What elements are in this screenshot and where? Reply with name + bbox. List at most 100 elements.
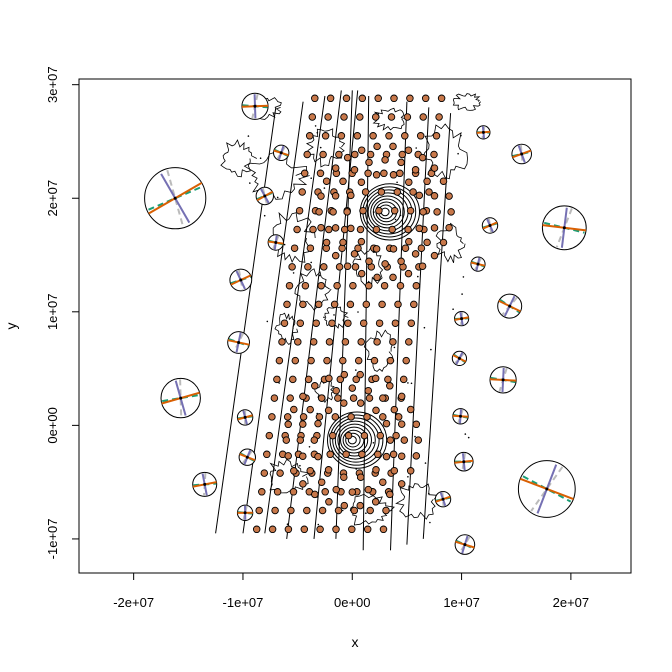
map-outline [269,458,311,494]
data-point [299,300,307,309]
data-point [357,338,365,346]
data-point [419,208,427,216]
data-point [328,431,337,440]
data-point [330,300,339,309]
data-point [397,257,405,266]
data-point [358,450,366,459]
data-point [409,188,417,196]
data-point [390,405,399,414]
data-point [404,146,413,154]
graticule-line [335,90,353,539]
data-point [363,413,371,421]
data-point [356,501,364,510]
distortion-ellipses [144,92,587,555]
data-point [350,506,359,515]
data-point [331,251,340,260]
map-speck [286,523,289,525]
data-point [340,473,348,481]
data-point [412,281,421,290]
indicatrix [229,268,253,292]
data-point [310,436,319,444]
map-speck [424,462,427,464]
indicatrix-grey-axis [519,144,524,164]
indicatrix-grey-axis [487,218,493,233]
data-point [396,281,405,290]
data-point [390,94,398,103]
data-point [311,490,319,499]
data-point [312,319,320,327]
data-point [311,382,319,390]
data-point [287,506,295,515]
map-speck [299,464,301,467]
data-point [321,132,330,140]
indicatrix-center [457,356,461,360]
data-point [347,191,355,200]
data-point [435,113,443,121]
data-point [284,452,292,460]
data-point [296,436,305,444]
spiral-ring [372,198,401,226]
indicatrix [470,256,486,272]
map-outline [243,151,310,200]
data-point [375,319,384,327]
data-point [320,263,328,271]
data-point [379,478,387,486]
map-speck [464,433,467,435]
data-point [343,262,352,270]
data-point [358,94,367,103]
data-point [340,113,348,121]
spiral-ring [342,429,365,451]
data-point [399,375,408,384]
data-point [388,225,396,234]
graticule-line [286,90,342,539]
map-speck [410,382,413,385]
indicatrix-center [263,194,267,198]
data-point [335,263,344,271]
data-point [325,225,333,234]
data-point [356,370,364,379]
data-point [295,206,304,215]
data-point [303,506,311,515]
data-point [397,452,406,460]
data-point [430,251,439,260]
y-tick-label: -1e+07 [45,518,60,559]
data-point [334,506,343,515]
indicatrix-center [476,262,480,266]
spiral-ring [340,426,369,454]
data-point [418,153,427,162]
indicatrix-grey-axis [242,505,248,521]
data-point [390,206,399,215]
data-point [372,245,381,253]
data-point [283,413,292,421]
x-tick-label: 0e+00 [334,595,371,610]
data-point [309,225,317,234]
data-point [406,467,415,475]
data-point [294,338,302,346]
indicatrix-center [253,104,257,108]
data-point [445,223,453,232]
y-tick-label: 0e+00 [45,407,60,444]
data-point [373,338,381,346]
indicatrix [489,366,517,394]
map-speck [428,492,430,495]
data-point [372,406,380,415]
data-point [308,113,317,121]
y-tick-label: 3e+07 [45,66,60,103]
data-point [392,431,400,440]
data-point [406,94,414,103]
data-point [283,300,291,309]
data-point [410,300,418,309]
x-tick-label: -1e+07 [223,595,264,610]
indicatrix-center [520,152,524,156]
data-point [386,382,394,390]
data-point [382,452,391,461]
data-point [340,225,349,234]
data-point [412,420,421,429]
data-point [421,94,430,103]
data-point [396,169,404,178]
data-point [357,269,366,278]
data-point [401,244,410,252]
data-point [263,450,271,459]
data-point [348,525,356,534]
